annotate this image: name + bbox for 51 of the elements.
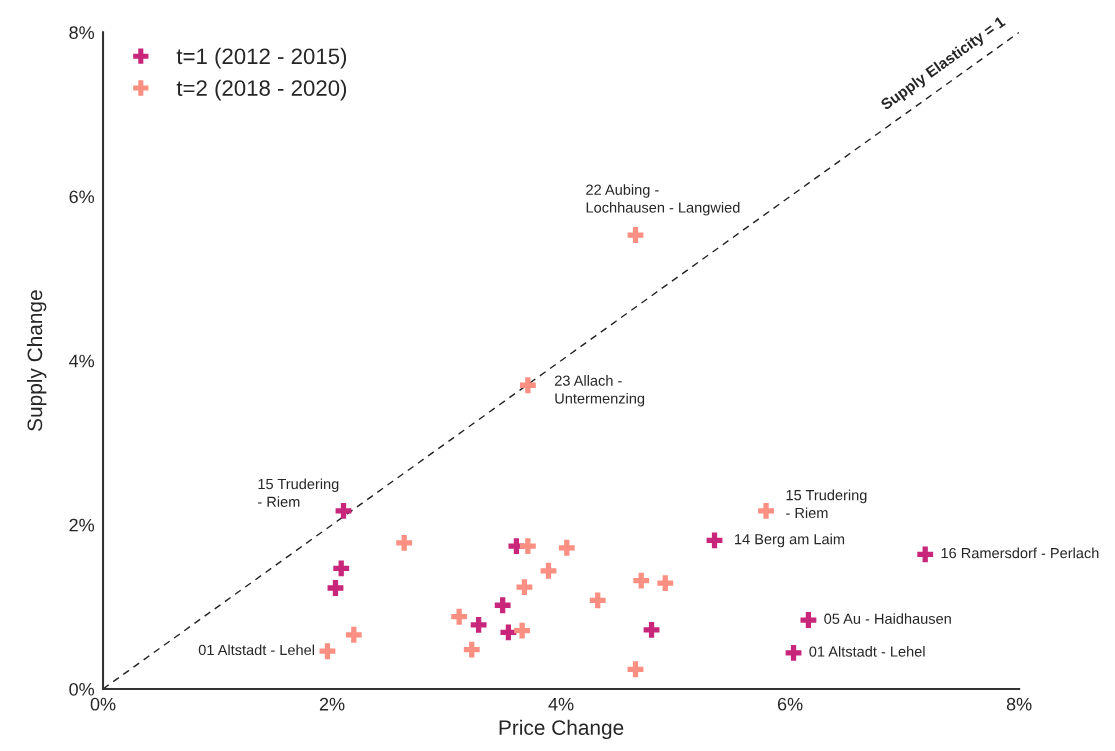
annotation: 16 Ramersdorf - Perlach (941, 547, 1099, 559)
y-tick-label: 4% (69, 354, 95, 368)
point (643, 621, 660, 638)
annotation: 15 Trudering - Riem (258, 478, 339, 507)
point (558, 539, 575, 556)
point (333, 560, 350, 577)
annotation: 15 Trudering - Riem (786, 489, 867, 519)
y-tick-label: 0% (69, 682, 95, 696)
point (785, 644, 802, 661)
point (463, 641, 480, 658)
x-tick-label: 6% (777, 697, 803, 711)
y-tick-label: 2% (69, 518, 95, 532)
y-axis-title: Supply Change (26, 290, 47, 431)
annotation: 01 Altstadt - Lehel (809, 646, 925, 657)
point (706, 532, 723, 549)
point (800, 612, 817, 628)
point (627, 661, 644, 678)
annotation: 01 Altstadt - Lehel (198, 644, 314, 656)
point (917, 546, 934, 563)
x-tick-label: 8% (1006, 697, 1032, 711)
point (500, 624, 517, 641)
y-tick-label: 6% (69, 190, 95, 204)
point (519, 538, 536, 555)
point (627, 227, 644, 243)
point (657, 575, 674, 591)
point (519, 377, 536, 394)
point (540, 562, 557, 579)
x-tick-label: 2% (319, 697, 345, 711)
legend-label: t=2 (2018 - 2020) (176, 79, 347, 101)
annotation: 14 Berg am Laim (735, 533, 845, 548)
point (633, 572, 650, 589)
annotation: 05 Au - Haidhausen (824, 613, 951, 624)
point (396, 534, 413, 551)
point (758, 502, 774, 519)
x-axis-title: Price Change (499, 719, 624, 740)
point (335, 502, 352, 519)
annotation: 22 Aubing - Lochhausen - Langwied (586, 184, 740, 216)
point (319, 643, 336, 660)
point (589, 592, 606, 609)
point (514, 622, 531, 639)
point (494, 597, 511, 614)
point (516, 579, 533, 596)
annotation: 23 Allach - Untermenzing (554, 375, 645, 407)
point (470, 617, 487, 633)
point (345, 626, 362, 643)
legend-label: t=1 (2012 - 2015) (176, 47, 347, 69)
y-tick-label: 8% (69, 26, 95, 40)
x-tick-label: 0% (90, 697, 116, 711)
point (451, 608, 468, 625)
point (327, 580, 344, 596)
x-tick-label: 4% (548, 697, 574, 711)
